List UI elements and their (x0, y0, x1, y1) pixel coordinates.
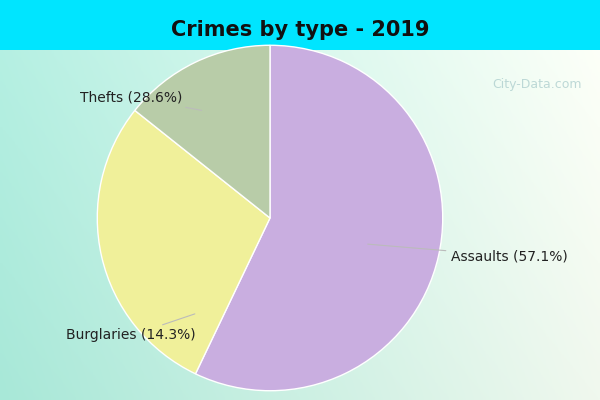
Wedge shape (196, 45, 443, 391)
Text: Crimes by type - 2019: Crimes by type - 2019 (171, 20, 429, 40)
Text: Burglaries (14.3%): Burglaries (14.3%) (66, 314, 196, 342)
Text: City-Data.com: City-Data.com (493, 78, 582, 91)
Wedge shape (135, 45, 270, 218)
Text: Thefts (28.6%): Thefts (28.6%) (80, 90, 202, 110)
Text: Assaults (57.1%): Assaults (57.1%) (368, 244, 568, 263)
Wedge shape (97, 110, 270, 374)
